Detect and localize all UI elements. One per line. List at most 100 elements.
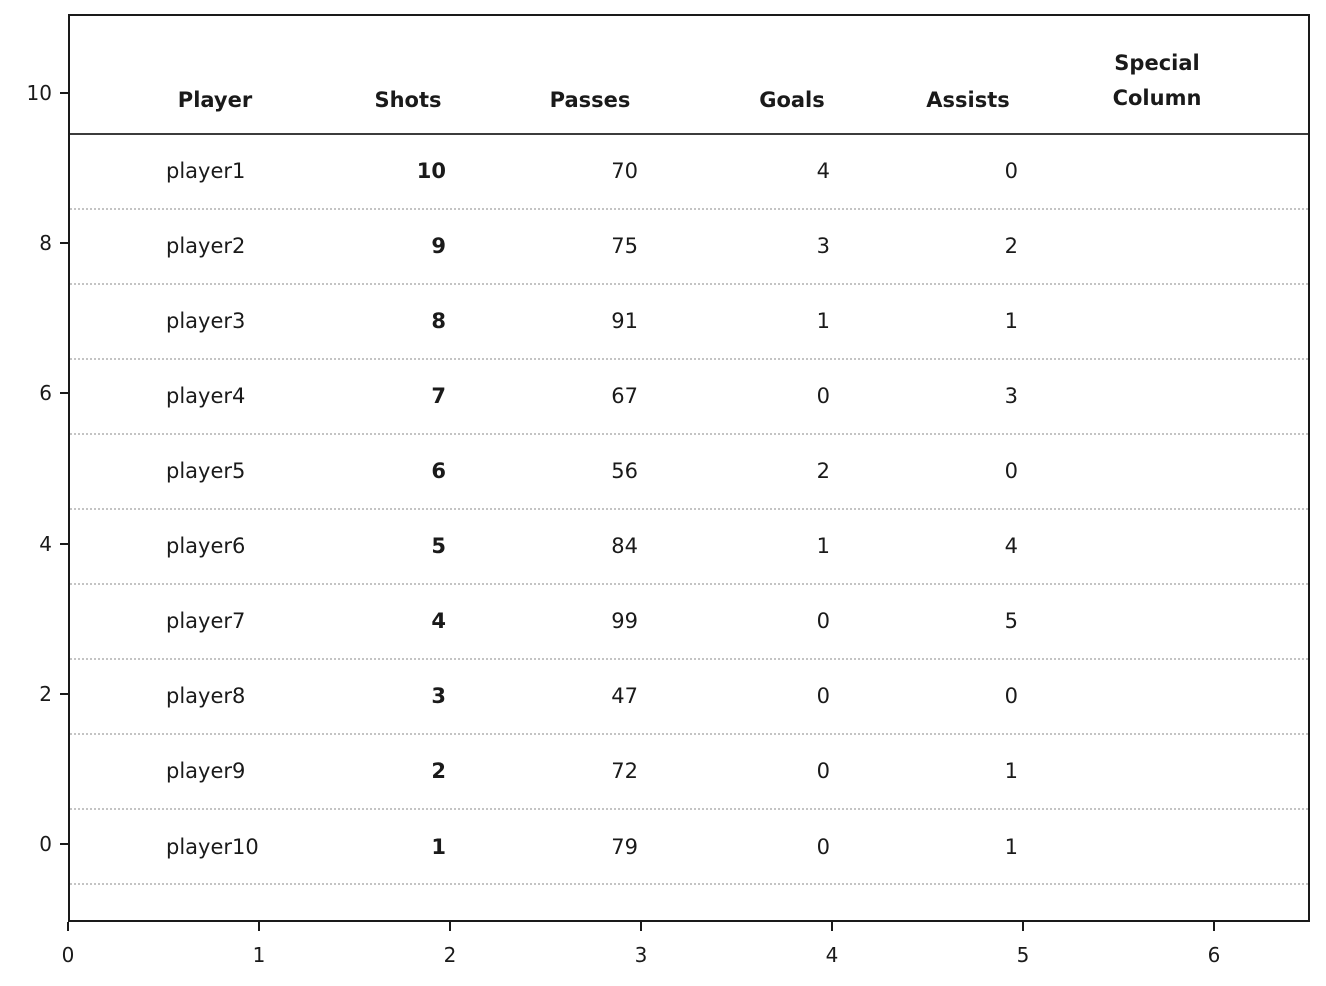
table-row: player8 3 47 0 0 <box>70 659 1308 734</box>
cell-passes: 75 <box>611 234 638 258</box>
gridline <box>70 433 1308 435</box>
x-tick-mark <box>67 922 69 931</box>
x-tick-label: 6 <box>1207 943 1221 967</box>
cell-passes: 56 <box>611 459 638 483</box>
gridline <box>70 658 1308 660</box>
cell-passes: 72 <box>611 759 638 783</box>
x-tick-mark <box>258 922 260 931</box>
cell-player: player3 <box>166 309 246 333</box>
gridline <box>70 283 1308 285</box>
cell-passes: 67 <box>611 384 638 408</box>
cell-goals: 2 <box>816 459 830 483</box>
cell-goals: 0 <box>816 384 830 408</box>
y-tick-label: 6 <box>39 381 52 405</box>
x-tick-label: 3 <box>634 943 648 967</box>
cell-goals: 1 <box>816 309 830 333</box>
x-tick-label: 2 <box>443 943 457 967</box>
y-tick-mark <box>60 242 68 244</box>
y-tick-mark <box>60 843 68 845</box>
x-tick-label: 0 <box>61 943 75 967</box>
cell-goals: 4 <box>816 159 830 183</box>
column-header-player: Player <box>177 88 253 112</box>
gridline <box>70 583 1308 585</box>
y-tick-mark <box>60 392 68 394</box>
x-tick-label: 1 <box>252 943 266 967</box>
cell-shots: 2 <box>431 759 446 783</box>
cell-shots: 1 <box>431 835 446 859</box>
cell-player: player1 <box>166 159 246 183</box>
table-row: player3 8 91 1 1 <box>70 284 1308 359</box>
y-tick-mark <box>60 543 68 545</box>
gridline <box>70 808 1308 810</box>
y-tick-label: 0 <box>39 832 52 856</box>
column-header-passes: Passes <box>549 88 631 112</box>
cell-player: player10 <box>166 835 259 859</box>
cell-shots: 10 <box>416 159 446 183</box>
x-tick-mark <box>1213 922 1215 931</box>
table-row: player6 5 84 1 4 <box>70 509 1308 584</box>
cell-goals: 0 <box>816 759 830 783</box>
cell-passes: 84 <box>611 534 638 558</box>
y-tick-label: 4 <box>39 532 52 556</box>
table-row: player4 7 67 0 3 <box>70 359 1308 434</box>
gridline <box>70 358 1308 360</box>
cell-shots: 6 <box>431 459 446 483</box>
cell-assists: 3 <box>1004 384 1018 408</box>
cell-goals: 3 <box>816 234 830 258</box>
y-tick-label: 8 <box>39 231 52 255</box>
cell-player: player5 <box>166 459 246 483</box>
cell-passes: 99 <box>611 609 638 633</box>
cell-goals: 1 <box>816 534 830 558</box>
cell-player: player7 <box>166 609 246 633</box>
gridline <box>70 883 1308 885</box>
cell-shots: 7 <box>431 384 446 408</box>
cell-assists: 1 <box>1004 759 1018 783</box>
table-row: player1 10 70 4 0 <box>70 134 1308 209</box>
column-header-assists: Assists <box>926 88 1010 112</box>
table-row: player7 4 99 0 5 <box>70 584 1308 659</box>
table-row: player9 2 72 0 1 <box>70 734 1308 809</box>
table-row: player10 1 79 0 1 <box>70 810 1308 885</box>
cell-passes: 79 <box>611 835 638 859</box>
x-tick-label: 4 <box>825 943 839 967</box>
y-tick-label: 10 <box>26 81 52 105</box>
column-header-special-line1: Special <box>1114 51 1200 75</box>
cell-passes: 47 <box>611 684 638 708</box>
table-row: player5 6 56 2 0 <box>70 434 1308 509</box>
y-tick-mark <box>60 693 68 695</box>
cell-assists: 5 <box>1004 609 1018 633</box>
cell-shots: 4 <box>431 609 446 633</box>
y-tick-label: 2 <box>39 682 52 706</box>
cell-passes: 91 <box>611 309 638 333</box>
cell-assists: 0 <box>1004 159 1018 183</box>
y-tick-mark <box>60 92 68 94</box>
cell-assists: 1 <box>1004 309 1018 333</box>
column-header-shots: Shots <box>374 88 442 112</box>
cell-assists: 0 <box>1004 459 1018 483</box>
column-header-goals: Goals <box>759 88 825 112</box>
column-header-special-line2: Column <box>1112 86 1202 110</box>
x-tick-mark <box>449 922 451 931</box>
cell-player: player4 <box>166 384 246 408</box>
gridline <box>70 208 1308 210</box>
cell-goals: 0 <box>816 835 830 859</box>
header-separator-line <box>70 133 1308 135</box>
cell-shots: 8 <box>431 309 446 333</box>
cell-player: player9 <box>166 759 246 783</box>
cell-player: player2 <box>166 234 246 258</box>
cell-goals: 0 <box>816 684 830 708</box>
cell-player: player8 <box>166 684 246 708</box>
x-tick-mark <box>640 922 642 931</box>
table-row: player2 9 75 3 2 <box>70 209 1308 284</box>
cell-shots: 9 <box>431 234 446 258</box>
cell-assists: 1 <box>1004 835 1018 859</box>
cell-goals: 0 <box>816 609 830 633</box>
gridline <box>70 508 1308 510</box>
column-header-special-column: Special Column <box>1113 46 1202 116</box>
gridline <box>70 733 1308 735</box>
cell-assists: 0 <box>1004 684 1018 708</box>
x-tick-label: 5 <box>1016 943 1030 967</box>
x-tick-mark <box>831 922 833 931</box>
x-tick-mark <box>1022 922 1024 931</box>
cell-assists: 2 <box>1004 234 1018 258</box>
